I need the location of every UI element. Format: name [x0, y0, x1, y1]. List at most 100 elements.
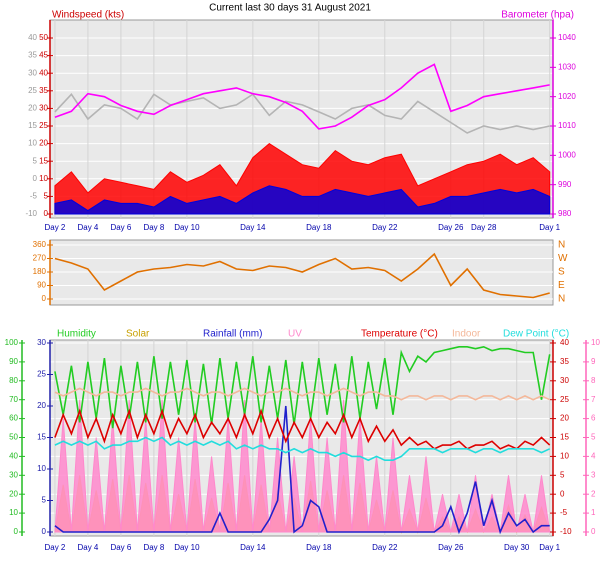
y-tick-label: 50 [39, 33, 48, 42]
y-tick-label: -5 [560, 508, 568, 517]
y-tick-label: E [558, 280, 565, 291]
y-tick-label: 35 [560, 357, 569, 366]
y-tick-label: 25 [560, 395, 569, 404]
y-tick-label: 360 [33, 240, 47, 249]
x-tick-label: Day 22 [372, 543, 398, 552]
x-tick-label: Day 14 [240, 543, 266, 552]
x-tick-label: Day 1 [539, 543, 560, 552]
y-tick-label: 30 [560, 376, 569, 385]
y-tick-label: 15 [37, 433, 46, 442]
y-tick-label: 0 [14, 527, 19, 536]
y-tick-label: 10 [560, 452, 569, 461]
barometer-axis-label: Barometer (hpa) [501, 10, 574, 21]
y-tick-label: 50 [9, 433, 18, 442]
y-tick-label: 90 [37, 281, 46, 290]
series-line [54, 345, 551, 429]
legend-entry: Dew Point (°C) [503, 329, 569, 340]
legend-entry: Indoor [452, 329, 481, 340]
chart-title: Current last 30 days 31 August 2021 [209, 3, 371, 14]
y-tick-label: 1000 [558, 150, 576, 159]
y-tick-label: 6 [591, 414, 596, 423]
y-tick-label: 5 [591, 433, 596, 442]
y-tick-label: 20 [39, 139, 48, 148]
series-line [54, 63, 550, 130]
x-tick-label: Day 8 [143, 223, 164, 232]
y-tick-label: 45 [39, 51, 48, 60]
y-tick-label: 5 [560, 470, 565, 479]
y-tick-label: 25 [39, 121, 48, 130]
y-tick-label: 0 [42, 527, 47, 536]
series-line [54, 436, 551, 462]
series-area [54, 185, 551, 215]
y-tick-label: W [558, 253, 568, 264]
x-tick-label: Day 1 [539, 223, 560, 232]
y-tick-label: 30 [39, 104, 48, 113]
y-tick-label: 5 [42, 496, 47, 505]
x-tick-label: Day 2 [44, 543, 65, 552]
y-tick-label: 10 [9, 508, 18, 517]
y-tick-label: 1010 [558, 121, 576, 130]
y-tick-label: 20 [37, 401, 46, 410]
legend-entry: UV [288, 329, 302, 340]
y-tick-label: 8 [591, 376, 596, 385]
y-tick-label: 30 [28, 68, 37, 77]
y-tick-label: 9 [591, 357, 596, 366]
y-tick-label: 980 [558, 209, 572, 218]
y-tick-label: 25 [28, 86, 37, 95]
y-tick-label: 20 [560, 414, 569, 423]
y-tick-label: -10 [560, 527, 572, 536]
y-tick-label: 15 [28, 121, 37, 130]
x-tick-label: Day 26 [438, 223, 464, 232]
x-tick-label: Day 30 [504, 543, 530, 552]
y-tick-label: 80 [9, 376, 18, 385]
x-tick-label: Day 10 [174, 543, 200, 552]
y-tick-label: 2 [591, 489, 596, 498]
x-tick-label: Day 22 [372, 223, 398, 232]
y-tick-label: 35 [39, 86, 48, 95]
series-area [54, 142, 551, 215]
y-tick-label: 70 [9, 395, 18, 404]
x-tick-label: Day 10 [174, 223, 200, 232]
y-tick-label: 90 [9, 357, 18, 366]
y-tick-label: 10 [39, 174, 48, 183]
y-tick-label: -10 [25, 209, 37, 218]
y-tick-label: N [558, 240, 565, 251]
y-tick-label: 0 [560, 489, 565, 498]
y-tick-label: 0 [591, 527, 596, 536]
y-tick-label: 180 [33, 267, 47, 276]
y-tick-label: 40 [39, 68, 48, 77]
x-tick-label: Day 26 [438, 543, 464, 552]
x-tick-label: Day 4 [77, 223, 98, 232]
y-tick-label: 1020 [558, 92, 576, 101]
x-tick-label: Day 6 [110, 543, 131, 552]
y-tick-label: 30 [37, 338, 46, 347]
series-line [54, 405, 550, 535]
y-tick-label: 60 [9, 414, 18, 423]
series-line [54, 387, 551, 401]
y-tick-label: 0 [44, 209, 49, 218]
y-tick-label: 0 [42, 294, 47, 303]
y-tick-label: 270 [33, 254, 47, 263]
legend-entry: Rainfall (mm) [203, 329, 262, 340]
y-tick-label: 20 [28, 104, 37, 113]
legend-entry: Humidity [57, 329, 96, 340]
series-line [54, 252, 550, 299]
windspeed-axis-label: Windspeed (kts) [52, 10, 124, 21]
y-tick-label: 10 [37, 464, 46, 473]
x-tick-label: Day 14 [240, 223, 266, 232]
y-tick-label: -5 [30, 192, 38, 201]
y-tick-label: 4 [591, 452, 596, 461]
y-tick-label: 5 [44, 192, 49, 201]
y-tick-label: 7 [591, 395, 596, 404]
x-tick-label: Day 8 [143, 543, 164, 552]
y-tick-label: 100 [5, 338, 19, 347]
y-tick-label: 40 [28, 33, 37, 42]
y-tick-label: 1040 [558, 33, 576, 42]
legend-entry: Temperature (°C) [361, 329, 438, 340]
y-tick-label: 0 [33, 174, 38, 183]
y-tick-label: 10 [591, 338, 600, 347]
y-tick-label: 25 [37, 370, 46, 379]
y-tick-label: 3 [591, 470, 596, 479]
y-tick-label: 15 [560, 433, 569, 442]
